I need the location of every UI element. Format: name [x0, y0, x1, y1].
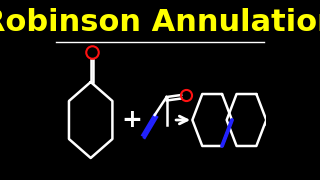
Text: +: + [122, 108, 143, 132]
Text: Robinson Annulation: Robinson Annulation [0, 8, 320, 37]
